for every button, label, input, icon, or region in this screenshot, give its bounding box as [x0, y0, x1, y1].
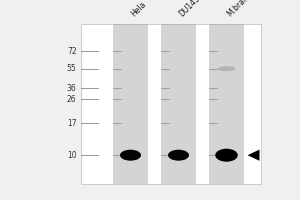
Text: M.brain: M.brain [225, 0, 252, 18]
Ellipse shape [168, 150, 189, 161]
Text: 10: 10 [67, 151, 76, 160]
Polygon shape [248, 150, 260, 161]
Bar [81, 24, 261, 184]
Text: 17: 17 [67, 119, 76, 128]
Text: Hela: Hela [129, 0, 148, 18]
Text: 72: 72 [67, 47, 76, 56]
Text: 26: 26 [67, 95, 76, 104]
Text: DU145: DU145 [177, 0, 202, 18]
Bar [161, 24, 196, 184]
Bar [209, 24, 244, 184]
Ellipse shape [215, 149, 238, 162]
Text: 55: 55 [67, 64, 76, 73]
Ellipse shape [218, 66, 236, 71]
Ellipse shape [120, 150, 141, 161]
Bar [113, 24, 148, 184]
Text: 36: 36 [67, 84, 76, 92]
